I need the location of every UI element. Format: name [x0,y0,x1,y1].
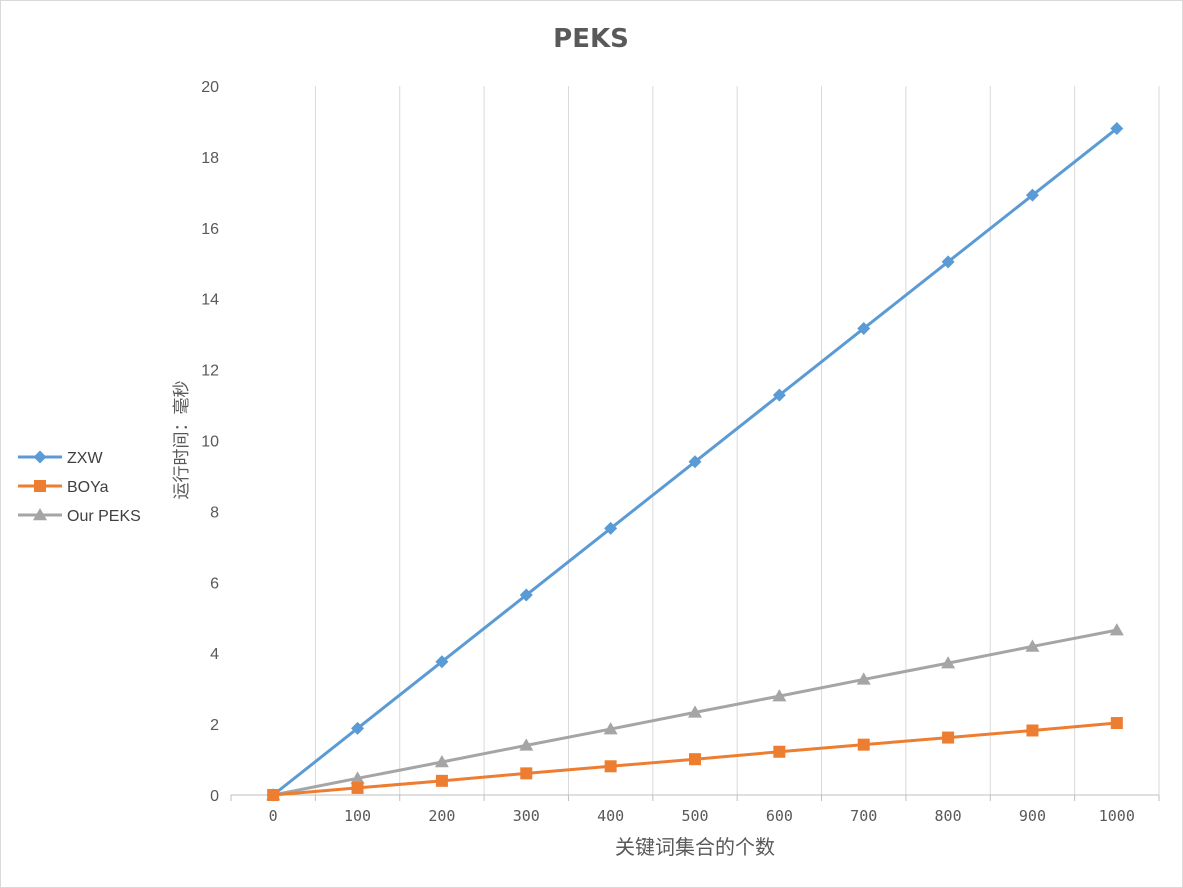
data-point [689,753,701,766]
series-zxw [266,122,1124,802]
x-tick-label: 500 [681,807,708,825]
y-tick-label: 16 [201,221,219,238]
data-point [857,321,871,335]
data-point [688,705,702,718]
data-point [351,781,364,794]
data-point [351,721,365,735]
y-tick-label: 0 [210,788,219,805]
data-point [941,656,956,669]
data-point [857,738,870,751]
y-tick-label: 10 [201,434,219,451]
x-tick-label: 300 [513,807,540,825]
data-point [267,789,280,801]
y-tick-label: 14 [201,292,219,309]
x-tick-label: 900 [1019,807,1046,825]
data-point [603,722,618,735]
legend: ZXW BOYa Our PEKS [18,450,141,525]
x-axis [230,794,1160,801]
y-axis-ticks: 0 2 4 6 8 10 12 14 16 18 20 [201,79,219,805]
data-point [604,521,618,535]
legend-marker [34,480,46,492]
y-tick-label: 6 [210,575,219,592]
legend-label: ZXW [67,450,103,467]
x-tick-label: 600 [766,807,793,825]
x-axis-ticks: 0 100 200 300 400 500 600 700 800 900 1000 [269,807,1135,825]
legend-label: Our PEKS [67,508,141,525]
y-tick-label: 20 [201,79,219,96]
data-point [350,771,365,784]
x-tick-label: 400 [597,807,624,825]
data-point [1110,717,1123,730]
data-point [942,731,955,744]
legend-item: ZXW [18,450,103,467]
y-tick-label: 2 [210,717,219,734]
data-point [1026,724,1039,737]
y-axis-label: 运行时间：毫秒 [172,381,192,500]
series-our-peks [266,623,1124,801]
chart-title: PEKS [553,24,629,54]
series-boya [267,717,1123,801]
legend-marker [33,450,47,464]
x-tick-label: 100 [344,807,371,825]
data-point [856,672,871,685]
x-tick-label: 200 [428,807,455,825]
y-tick-label: 4 [210,646,219,663]
legend-label: BOYa [67,479,109,496]
legend-item: Our PEKS [18,508,141,525]
data-point [1025,188,1039,202]
data-point [435,655,449,669]
data-point [520,767,533,780]
x-tick-label: 700 [850,807,877,825]
x-tick-label: 0 [269,807,278,825]
legend-item: BOYa [18,479,109,496]
x-tick-label: 1000 [1099,807,1135,825]
x-axis-label: 关键词集合的个数 [615,835,775,859]
y-tick-label: 8 [210,504,219,521]
data-point [772,689,787,702]
data-point [1109,623,1124,636]
data-point [519,738,534,751]
x-tick-label: 800 [935,807,962,825]
data-point [773,745,786,758]
data-point [434,755,449,768]
data-point [1110,122,1124,136]
y-tick-label: 18 [201,150,219,167]
y-tick-label: 12 [201,363,219,380]
data-point [1025,639,1040,652]
data-point [941,255,955,269]
legend-marker [33,508,47,521]
grid-lines [314,86,1160,795]
data-point [519,588,533,602]
data-point [435,774,448,787]
data-point [688,455,702,469]
data-point [604,760,617,773]
series-group [266,122,1124,802]
data-point [772,388,786,402]
